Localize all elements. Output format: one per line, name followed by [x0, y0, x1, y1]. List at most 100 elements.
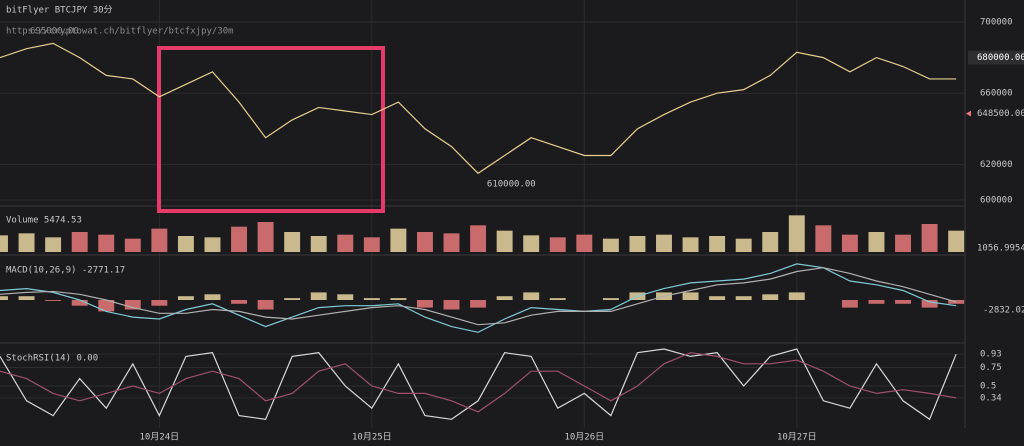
volume-bar — [549, 237, 566, 252]
y-tick-label: 620000 — [980, 160, 1013, 170]
macd-histogram — [895, 300, 911, 304]
volume-bar — [868, 232, 885, 252]
volume-bar — [496, 230, 513, 252]
volume-bar — [71, 232, 88, 252]
macd-histogram — [682, 292, 699, 300]
volume-bar — [416, 232, 433, 252]
volume-bar — [151, 228, 168, 252]
y-tick-label: 660000 — [980, 89, 1013, 99]
macd-histogram — [310, 292, 327, 300]
macd-histogram — [735, 296, 752, 300]
volume-bar — [629, 236, 646, 252]
chart-title: bitFlyer BTCJPY 30分 — [6, 5, 113, 16]
panel-title: StochRSI(14) 0.00 — [6, 354, 98, 364]
volume-bar — [921, 224, 938, 252]
volume-bar — [231, 226, 248, 252]
volume-bar — [762, 232, 779, 252]
series-line — [0, 263, 957, 333]
volume-bar — [310, 236, 327, 252]
volume-bar — [177, 236, 194, 252]
macd-histogram — [788, 292, 805, 300]
macd-histogram — [151, 300, 168, 306]
volume-bar — [390, 228, 407, 252]
macd-histogram — [284, 298, 301, 300]
volume-bar — [735, 238, 752, 252]
macd-histogram — [523, 292, 540, 300]
volume-bar — [656, 234, 672, 252]
volume-bar — [709, 236, 726, 252]
volume-bar — [337, 234, 354, 252]
macd-histogram — [921, 300, 938, 308]
series-line — [0, 348, 957, 421]
volume-bar — [204, 237, 221, 252]
macd-histogram — [868, 300, 885, 304]
macd-histogram — [762, 294, 779, 300]
volume-bar — [124, 238, 141, 252]
x-tick-label: 10月25日 — [352, 432, 392, 443]
macd-histogram — [390, 298, 407, 300]
volume-bar — [602, 238, 619, 252]
macd-histogram — [602, 298, 619, 300]
series-line — [0, 267, 957, 326]
highlight-box — [157, 46, 385, 213]
price-marker — [966, 110, 971, 117]
price-tag — [968, 50, 1024, 65]
chart-subtitle: https://cryptowat.ch/bitflyer/btcfxjpy/3… — [6, 27, 234, 37]
macd-histogram — [496, 296, 513, 300]
volume-bar — [682, 237, 699, 252]
x-tick-label: 10月24日 — [140, 432, 180, 443]
macd-histogram — [363, 298, 380, 300]
macd-histogram — [98, 300, 115, 312]
macd-histogram — [45, 300, 62, 301]
macd-histogram — [71, 300, 88, 306]
x-tick-label: 10月27日 — [777, 432, 817, 443]
volume-bar — [576, 234, 593, 252]
volume-bar — [0, 235, 8, 252]
volume-bar — [895, 234, 911, 252]
volume-bar — [815, 225, 832, 252]
price-tag-label: 648500.00 — [977, 109, 1024, 119]
y-tick-label: 600000 — [980, 196, 1013, 206]
macd-histogram — [231, 300, 248, 304]
volume-bar — [363, 237, 380, 252]
volume-bar — [284, 232, 301, 252]
panel-value: -2832.02 — [983, 306, 1024, 316]
macd-histogram — [0, 296, 8, 300]
macd-histogram — [337, 294, 354, 300]
macd-histogram — [841, 300, 858, 308]
macd-histogram — [549, 298, 566, 300]
volume-bar — [98, 234, 115, 252]
series-line — [0, 352, 957, 413]
volume-bar — [45, 237, 62, 252]
macd-histogram — [177, 296, 194, 300]
low-label: 610000.00 — [487, 180, 536, 190]
panel-title: Volume 5474.53 — [6, 216, 82, 226]
volume-bar — [18, 233, 35, 252]
panel-value: 1056.9954 — [977, 244, 1024, 254]
x-tick-label: 10月26日 — [564, 432, 604, 443]
macd-histogram — [204, 294, 221, 300]
volume-bar — [948, 230, 965, 252]
y-tick-label: 700000 — [980, 18, 1013, 28]
macd-histogram — [709, 296, 726, 300]
y-tick-label: 0.93 — [980, 350, 1002, 360]
volume-bar — [788, 215, 805, 252]
macd-histogram — [257, 300, 274, 310]
price-tag-label: 680000.00 — [977, 53, 1024, 63]
macd-histogram — [18, 296, 35, 300]
panel-title: MACD(10,26,9) -2771.17 — [6, 266, 125, 276]
macd-histogram — [124, 300, 141, 310]
last-price-label: 695000.00 — [30, 26, 79, 36]
volume-bar — [257, 222, 274, 252]
y-tick-label: 0.5 — [980, 382, 996, 392]
series-line — [0, 42, 957, 175]
y-tick-label: 0.75 — [980, 363, 1002, 373]
volume-bar — [470, 225, 487, 252]
volume-bar — [523, 235, 540, 252]
macd-histogram — [443, 300, 460, 310]
macd-histogram — [416, 300, 433, 308]
volume-bar — [443, 233, 460, 252]
volume-bar — [841, 234, 858, 252]
y-tick-label: 0.34 — [980, 393, 1002, 403]
